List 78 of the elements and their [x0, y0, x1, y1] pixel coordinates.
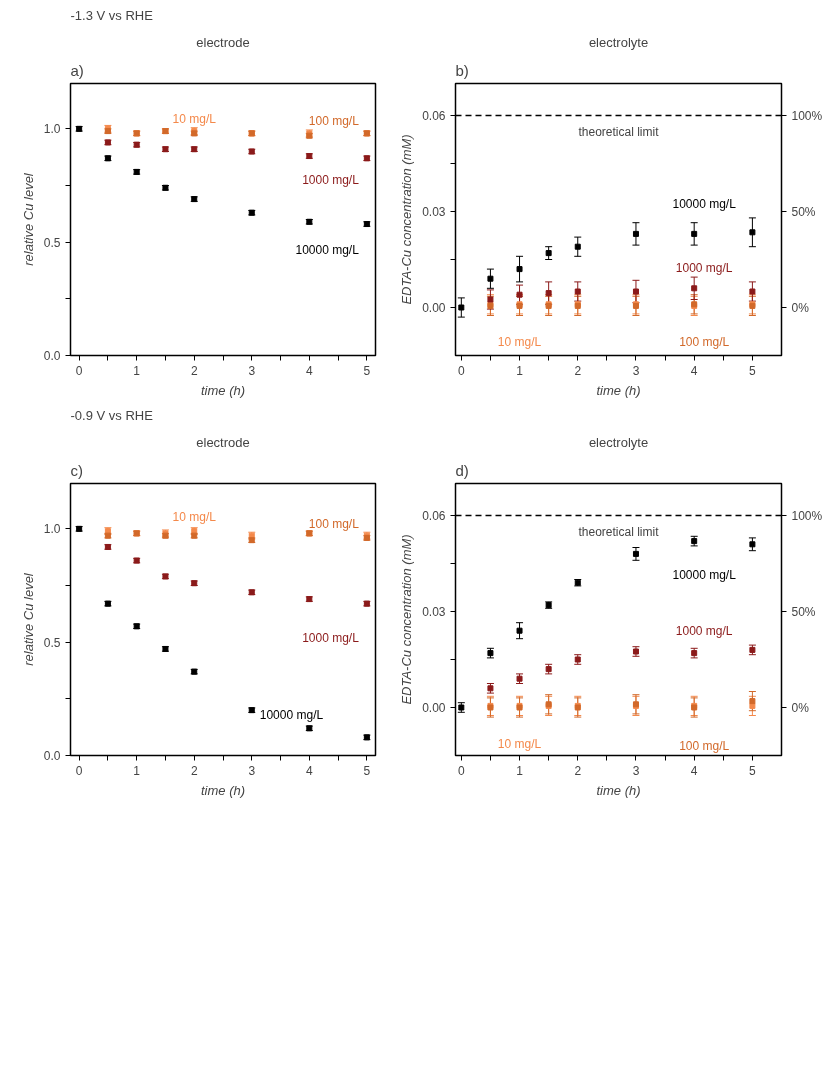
x-tick-label: 3 — [248, 363, 256, 378]
y2-tick-label: 100% — [791, 108, 823, 123]
x-tick-label: 0 — [457, 763, 465, 778]
x-tick-label: 2 — [190, 763, 198, 778]
text: 10 mg/L — [497, 335, 542, 350]
series-label: 10000 mg/L — [672, 196, 737, 211]
chart-title: electrolyte — [588, 434, 649, 450]
text: d) — [455, 461, 469, 479]
x-axis-title: time (h) — [200, 382, 246, 398]
x-tick-label: 0 — [75, 363, 83, 378]
x-tick-label: 0 — [75, 763, 83, 778]
y2-tick-label: 100% — [791, 508, 823, 523]
x-tick-label: 1 — [516, 363, 524, 378]
x-tick-label: 4 — [305, 763, 313, 778]
x-tick-label: 5 — [749, 363, 757, 378]
y2-tick-label: 0% — [791, 300, 810, 315]
y-tick-label: 0.5 — [43, 635, 61, 650]
x-tick-label: 4 — [690, 763, 698, 778]
text: 10 mg/L — [497, 736, 542, 751]
x-tick-label: 2 — [574, 363, 582, 378]
x-tick-label: 3 — [632, 363, 640, 378]
x-axis-title: time (h) — [200, 782, 246, 798]
x-tick-label: 4 — [690, 363, 698, 378]
y2-tick-label: 50% — [791, 604, 816, 619]
x-tick-label: 4 — [305, 363, 313, 378]
y-axis-title: relative Cu level — [20, 572, 36, 666]
x-tick-label: 1 — [133, 763, 141, 778]
y-tick-label: 0.03 — [422, 205, 446, 219]
ref-line-label: theoretical limit — [578, 524, 660, 539]
series-label: 100 mg/L — [308, 114, 360, 129]
series-label: 10000 mg/L — [295, 243, 360, 258]
y-tick-label: 0.5 — [43, 235, 61, 250]
series-label: 10 mg/L — [172, 112, 217, 127]
x-tick-label: 5 — [363, 363, 371, 378]
y-tick-label: 0.06 — [422, 509, 446, 523]
x-tick-label: 2 — [574, 763, 582, 778]
y-tick-label: 0.06 — [422, 109, 446, 123]
series-label: 1000 mg/L — [302, 173, 360, 188]
text: 100 mg/L — [679, 335, 730, 350]
y2-tick-label: 0% — [791, 700, 810, 715]
y-tick-label: 0.0 — [43, 349, 61, 363]
y-axis-title: relative Cu level — [20, 172, 36, 266]
y-tick-label: 0.03 — [422, 605, 446, 619]
chart-subtitle: -1.3 V vs RHE — [70, 7, 154, 23]
x-tick-label: 5 — [749, 763, 757, 778]
series-label: 10000 mg/L — [259, 708, 324, 723]
series-label: 100 mg/L — [308, 516, 360, 531]
x-tick-label: 2 — [190, 363, 198, 378]
x-tick-label: 1 — [516, 763, 524, 778]
x-tick-label: 5 — [363, 763, 371, 778]
chart-subtitle: -0.9 V vs RHE — [70, 407, 154, 423]
text: 10000 mg/L — [672, 568, 737, 583]
series-label: 1000 mg/L — [675, 624, 733, 639]
x-axis-title: time (h) — [596, 382, 641, 398]
text: c) — [70, 461, 83, 479]
x-tick-label: 3 — [248, 763, 256, 778]
y-tick-label: 0.0 — [43, 749, 61, 763]
y-tick-label: 1.0 — [43, 122, 61, 137]
text: a) — [70, 61, 84, 79]
y-tick-label: 0.00 — [422, 301, 446, 315]
y2-tick-label: 50% — [791, 204, 816, 219]
series-label: 10 mg/L — [172, 510, 217, 525]
text: 100 mg/L — [679, 738, 730, 753]
y-tick-label: 0.00 — [422, 701, 446, 715]
x-tick-label: 3 — [632, 763, 640, 778]
y-axis-title: EDTA-Cu concentration (mM) — [399, 534, 415, 705]
ref-line-label: theoretical limit — [578, 124, 660, 139]
y-axis-title: EDTA-Cu concentration (mM) — [399, 134, 415, 305]
y-tick-label: 1.0 — [43, 522, 61, 537]
series-label: 1000 mg/L — [675, 261, 733, 276]
x-tick-label: 0 — [457, 363, 465, 378]
chart-title: electrode — [196, 34, 250, 50]
text: 1000 mg/L — [302, 630, 360, 645]
text: b) — [455, 61, 469, 79]
chart-title: electrolyte — [588, 34, 649, 50]
chart-title: electrode — [196, 434, 250, 450]
x-tick-label: 1 — [133, 363, 141, 378]
x-axis-title: time (h) — [596, 782, 641, 798]
